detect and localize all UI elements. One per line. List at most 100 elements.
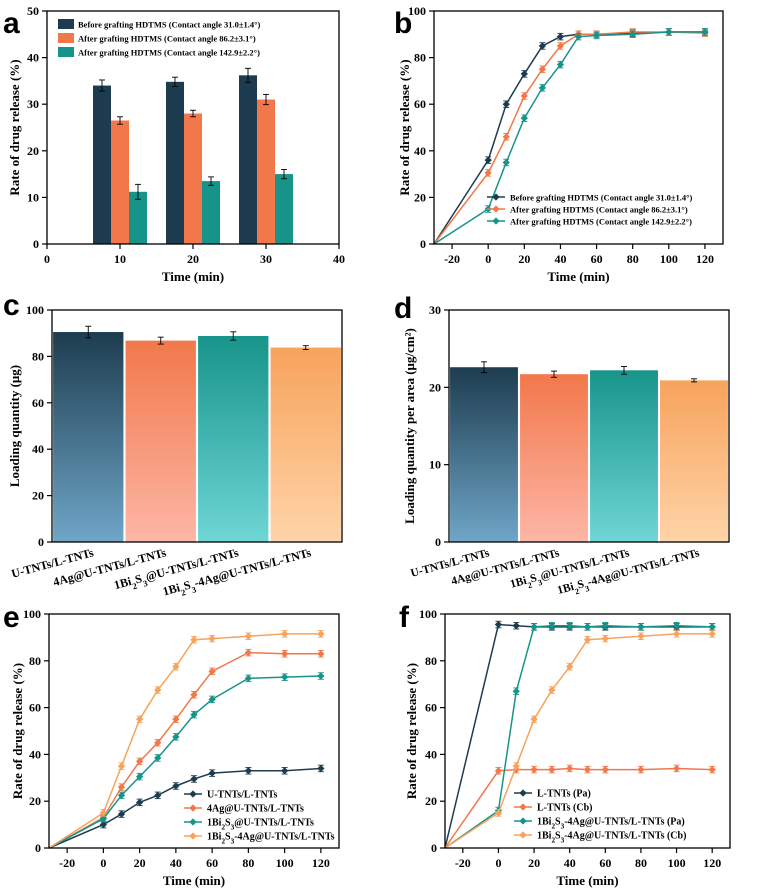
f-data-point bbox=[566, 764, 574, 773]
e-data-point bbox=[317, 650, 325, 658]
c-ytick-label: 40 bbox=[32, 442, 44, 456]
b-xtick-label: 0 bbox=[485, 252, 491, 266]
e-xtick-label: 120 bbox=[312, 856, 330, 870]
panel-label-a: a bbox=[3, 7, 20, 40]
e-data-point bbox=[244, 632, 252, 640]
panel-label-e: e bbox=[3, 601, 20, 634]
b-legend-label: After grafting HDTMS (Contact angle 142.… bbox=[510, 217, 692, 227]
e-data-point bbox=[154, 686, 162, 694]
e-data-point bbox=[136, 715, 144, 723]
b-data-point bbox=[484, 169, 492, 177]
f-legend-label: L-TNTs (Pa) bbox=[537, 789, 591, 800]
e-ytick-label: 40 bbox=[29, 747, 41, 761]
b-ytick-label: 80 bbox=[414, 51, 426, 65]
a-ytick-label: 30 bbox=[27, 97, 39, 111]
e-ytick-label: 0 bbox=[35, 841, 41, 855]
b-xlabel: Time (min) bbox=[547, 269, 609, 284]
f-data-point bbox=[601, 634, 609, 643]
b-data-point bbox=[520, 92, 528, 100]
b-data-point bbox=[592, 31, 601, 40]
f-xtick-label: 60 bbox=[599, 856, 611, 870]
e-data-point bbox=[117, 783, 126, 791]
b-xtick-label: 20 bbox=[518, 252, 530, 266]
f-data-point bbox=[672, 622, 681, 630]
e-data-point bbox=[154, 754, 162, 762]
f-legend-data-point bbox=[519, 789, 527, 797]
b-legend-label: After grafting HDTMS (Contact angle 86.2… bbox=[510, 205, 688, 215]
b-legend-data-point bbox=[492, 193, 500, 201]
f-data-point bbox=[637, 632, 645, 640]
f-data-point bbox=[672, 764, 681, 773]
e-xtick-label: 40 bbox=[170, 856, 182, 870]
a-legend-swatch bbox=[58, 19, 74, 29]
f-legend-data-point bbox=[519, 803, 527, 811]
f-xtick-label: 0 bbox=[495, 856, 501, 870]
c-bar bbox=[270, 347, 341, 542]
a-legend-label: After grafting HDTMS (Contact angle 142.… bbox=[78, 48, 260, 58]
f-xtick-label: 100 bbox=[668, 856, 686, 870]
a-ylabel: Rate of drug release (%) bbox=[7, 59, 22, 195]
e-data-point bbox=[244, 648, 252, 657]
e-legend-label: 4Ag@U-TNTs/L-TNTs bbox=[207, 804, 304, 815]
d-ylabel: Loading quantity per area (μg/cm²) bbox=[402, 328, 417, 524]
b-xtick-label: 120 bbox=[696, 252, 714, 266]
b-xtick-label: 40 bbox=[554, 252, 566, 266]
c-bar bbox=[125, 340, 196, 542]
panel-label-c: c bbox=[3, 289, 20, 322]
b-ytick-label: 60 bbox=[414, 97, 426, 111]
e-data-point bbox=[117, 810, 126, 818]
b-data-point bbox=[665, 28, 673, 36]
f-ytick-label: 60 bbox=[425, 701, 437, 715]
e-ylabel: Rate of drug release (%) bbox=[10, 663, 25, 799]
e-xtick-label: 80 bbox=[242, 856, 254, 870]
a-ytick-label: 20 bbox=[27, 144, 39, 158]
f-data-point bbox=[530, 715, 538, 723]
f-ytick-label: 100 bbox=[419, 607, 437, 621]
f-series-line bbox=[444, 623, 713, 849]
panel-label-f: f bbox=[399, 601, 410, 634]
e-xtick-label: 0 bbox=[100, 856, 106, 870]
b-ytick-label: 20 bbox=[414, 190, 426, 204]
e-data-point bbox=[99, 815, 107, 823]
a-bar bbox=[93, 85, 111, 244]
e-legend-label: 1Bi2S3-4Ag@U-TNTs/L-TNTs bbox=[207, 832, 335, 846]
d-ytick-label: 20 bbox=[429, 380, 441, 394]
a-ytick-label: 10 bbox=[27, 190, 39, 204]
a-bar bbox=[275, 174, 293, 244]
f-legend-label: 1Bi2S3-4Ag@U-TNTs/L-TNTs (Cb) bbox=[537, 831, 686, 845]
e-data-point bbox=[154, 791, 162, 799]
b-data-point bbox=[484, 156, 492, 164]
e-data-point bbox=[317, 672, 325, 680]
a-ytick-label: 0 bbox=[33, 237, 39, 251]
e-data-point bbox=[136, 757, 144, 766]
e-legend-label: U-TNTs/L-TNTs bbox=[207, 790, 278, 801]
a-bar bbox=[129, 191, 147, 244]
f-data-point bbox=[530, 765, 538, 774]
f-data-point bbox=[637, 623, 645, 631]
b-data-point bbox=[574, 33, 583, 41]
d-bar bbox=[520, 374, 588, 542]
a-bar bbox=[239, 75, 257, 244]
panel-label-d: d bbox=[394, 292, 412, 325]
e-data-point bbox=[208, 634, 216, 643]
a-xtick-label: 40 bbox=[333, 252, 345, 266]
e-legend-data-point bbox=[189, 804, 197, 812]
a-bar bbox=[111, 120, 129, 244]
b-data-point bbox=[701, 28, 709, 36]
e-data-point bbox=[172, 733, 180, 741]
f-data-point bbox=[548, 765, 556, 774]
d-bar bbox=[590, 370, 658, 542]
e-data-point bbox=[208, 769, 216, 777]
a-xtick-label: 10 bbox=[114, 252, 126, 266]
e-legend-data-point bbox=[189, 832, 197, 840]
f-ylabel: Rate of drug release (%) bbox=[404, 663, 419, 799]
f-legend-data-point bbox=[519, 831, 527, 839]
a-bar bbox=[202, 181, 220, 244]
d-ytick-label: 0 bbox=[435, 535, 441, 549]
e-data-point bbox=[117, 791, 126, 799]
e-data-point bbox=[281, 650, 289, 658]
e-ytick-label: 80 bbox=[29, 654, 41, 668]
f-ytick-label: 80 bbox=[425, 654, 437, 668]
e-xlabel: Time (min) bbox=[163, 873, 225, 888]
a-xtick-label: 0 bbox=[44, 252, 50, 266]
